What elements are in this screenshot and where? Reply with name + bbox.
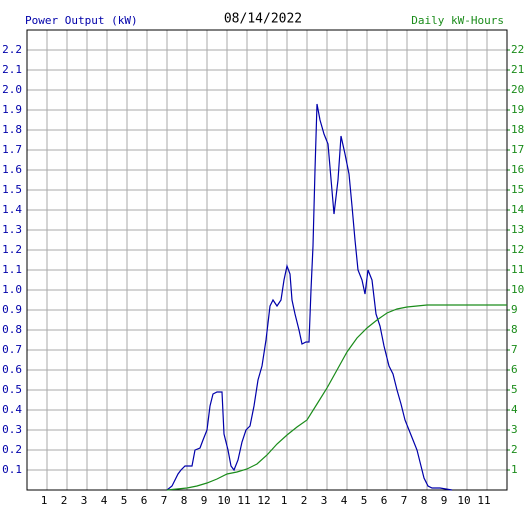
y-tick-label: 1.6 <box>2 163 22 176</box>
y2-tick-label: 1 <box>511 463 518 476</box>
chart-title: 08/14/2022 <box>224 12 302 27</box>
y-tick-label: 2.0 <box>2 83 22 96</box>
series-line <box>166 304 507 491</box>
y2-tick-label: 21 <box>511 63 524 76</box>
x-tick-label: 11 <box>477 494 490 507</box>
y-tick-label: 0.8 <box>2 323 22 336</box>
y-tick-label: 0.6 <box>2 363 22 376</box>
x-tick-label: 11 <box>237 494 250 507</box>
y-axis-title: Power Output (kW) <box>25 14 138 27</box>
y-tick-label: 0.7 <box>2 343 22 356</box>
y-tick-label: 2.1 <box>2 63 22 76</box>
x-tick-label: 7 <box>161 494 168 507</box>
y-tick-label: 1.3 <box>2 223 22 236</box>
y2-tick-label: 3 <box>511 423 518 436</box>
y-tick-label: 1.7 <box>2 143 22 156</box>
y2-tick-label: 8 <box>511 323 518 336</box>
y2-tick-label: 6 <box>511 363 518 376</box>
x-tick-label: 9 <box>201 494 208 507</box>
x-tick-label: 3 <box>81 494 88 507</box>
y2-tick-label: 5 <box>511 383 518 396</box>
x-tick-label: 6 <box>141 494 148 507</box>
y-tick-label: 1.5 <box>2 183 22 196</box>
y-tick-label: 1.2 <box>2 243 22 256</box>
y2-tick-label: 20 <box>511 83 524 96</box>
y2-tick-label: 12 <box>511 243 524 256</box>
x-tick-label: 1 <box>41 494 48 507</box>
y2-tick-label: 19 <box>511 103 524 116</box>
x-tick-label: 9 <box>441 494 448 507</box>
y2-tick-label: 7 <box>511 343 518 356</box>
y2-tick-label: 18 <box>511 123 524 136</box>
y-tick-label: 2.2 <box>2 43 22 56</box>
y-tick-label: 1.9 <box>2 103 22 116</box>
y2-tick-label: 9 <box>511 303 518 316</box>
x-tick-label: 4 <box>101 494 108 507</box>
y2-tick-label: 13 <box>511 223 524 236</box>
x-tick-label: 10 <box>457 494 470 507</box>
x-tick-label: 12 <box>257 494 270 507</box>
y-tick-label: 0.9 <box>2 303 22 316</box>
x-tick-label: 2 <box>61 494 68 507</box>
y-tick-label: 0.5 <box>2 383 22 396</box>
x-tick-label: 4 <box>341 494 348 507</box>
x-tick-label: 7 <box>401 494 408 507</box>
y-tick-label: 1.0 <box>2 283 22 296</box>
y-tick-label: 1.8 <box>2 123 22 136</box>
y2-tick-label: 11 <box>511 263 524 276</box>
y2-tick-label: 17 <box>511 143 524 156</box>
x-tick-label: 8 <box>181 494 188 507</box>
y2-tick-label: 4 <box>511 403 518 416</box>
x-tick-label: 3 <box>321 494 328 507</box>
y-tick-label: 0.3 <box>2 423 22 436</box>
y-tick-label: 0.2 <box>2 443 22 456</box>
x-tick-label: 1 <box>281 494 288 507</box>
plot-border <box>26 29 508 491</box>
y2-tick-label: 16 <box>511 163 524 176</box>
y-tick-label: 0.1 <box>2 463 22 476</box>
x-tick-label: 6 <box>381 494 388 507</box>
x-tick-label: 5 <box>121 494 128 507</box>
series-line <box>166 103 453 491</box>
y2-tick-label: 22 <box>511 43 524 56</box>
y-tick-label: 1.1 <box>2 263 22 276</box>
y2-tick-label: 14 <box>511 203 525 216</box>
y-tick-label: 1.4 <box>2 203 22 216</box>
y2-tick-label: 10 <box>511 283 524 296</box>
x-tick-label: 5 <box>361 494 368 507</box>
y2-axis-title: Daily kW-Hours <box>411 14 504 27</box>
x-tick-label: 8 <box>421 494 428 507</box>
x-tick-label: 2 <box>301 494 308 507</box>
y2-tick-label: 15 <box>511 183 524 196</box>
x-tick-label: 10 <box>217 494 230 507</box>
y2-tick-label: 2 <box>511 443 518 456</box>
y-tick-label: 0.4 <box>2 403 22 416</box>
